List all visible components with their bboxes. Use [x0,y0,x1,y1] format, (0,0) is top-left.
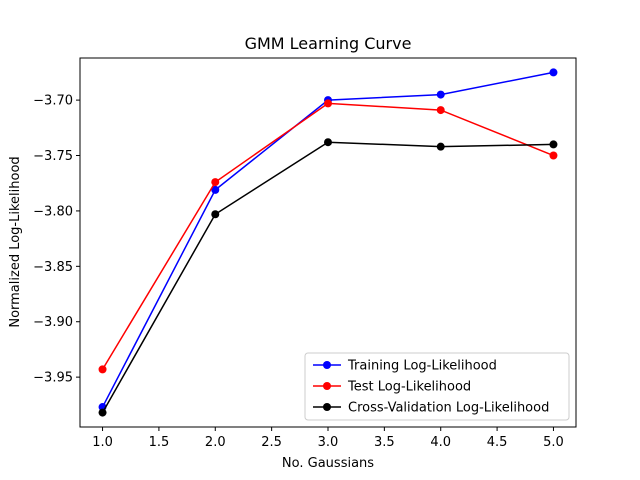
series-3 [98,138,558,417]
legend-marker [323,403,331,411]
data-point [211,178,220,187]
data-point [211,210,220,219]
data-point [436,106,445,115]
data-point [549,140,558,149]
legend-item: Cross-Validation Log-Likelihood [313,401,549,416]
x-tick-label: 3.0 [318,435,339,450]
data-point [549,68,558,77]
legend-item: Test Log-Likelihood [313,380,471,395]
y-tick-label: −3.95 [33,371,73,386]
x-tick-label: 2.0 [205,435,226,450]
legend: Training Log-Likelihood Test Log-Likeliho… [304,352,570,421]
data-point [549,151,558,160]
legend-marker [323,382,331,390]
y-tick-label: −3.70 [33,94,73,109]
chart-title: GMM Learning Curve [245,34,412,53]
legend-marker [323,361,331,369]
legend-label: Training Log-Likelihood [347,359,497,374]
legend-label: Cross-Validation Log-Likelihood [348,401,549,416]
data-point [98,365,107,374]
x-tick-label: 2.5 [261,435,282,450]
data-point [324,99,332,108]
y-tick-label: −3.80 [33,204,73,219]
data-point [98,408,107,417]
y-axis: −3.70 −3.75 −3.80 −3.85 −3.90 −3.95 [33,94,80,386]
x-axis: 1.0 1.5 2.0 2.5 3.0 3.5 4.0 4.5 5.0 [92,427,564,450]
x-axis-label: No. Gaussians [282,456,374,471]
data-point [211,185,220,194]
series-layer [98,68,558,417]
y-tick-label: −3.85 [33,260,73,275]
data-point [436,90,445,99]
x-tick-label: 1.0 [92,435,113,450]
data-point [436,142,445,151]
y-tick-label: −3.90 [33,315,73,330]
x-tick-label: 1.5 [149,435,170,450]
y-tick-label: −3.75 [33,149,73,164]
legend-label: Test Log-Likelihood [347,380,471,395]
series-2 [98,99,558,374]
x-tick-label: 3.5 [374,435,395,450]
x-tick-label: 4.5 [487,435,508,450]
legend-item: Training Log-Likelihood [313,359,497,374]
data-point [324,138,332,147]
plot-frame [79,57,577,428]
x-tick-label: 5.0 [543,435,564,450]
x-tick-label: 4.0 [430,435,451,450]
legend-box [304,352,570,421]
y-axis-label: Normalized Log-Likelihood [8,156,23,327]
